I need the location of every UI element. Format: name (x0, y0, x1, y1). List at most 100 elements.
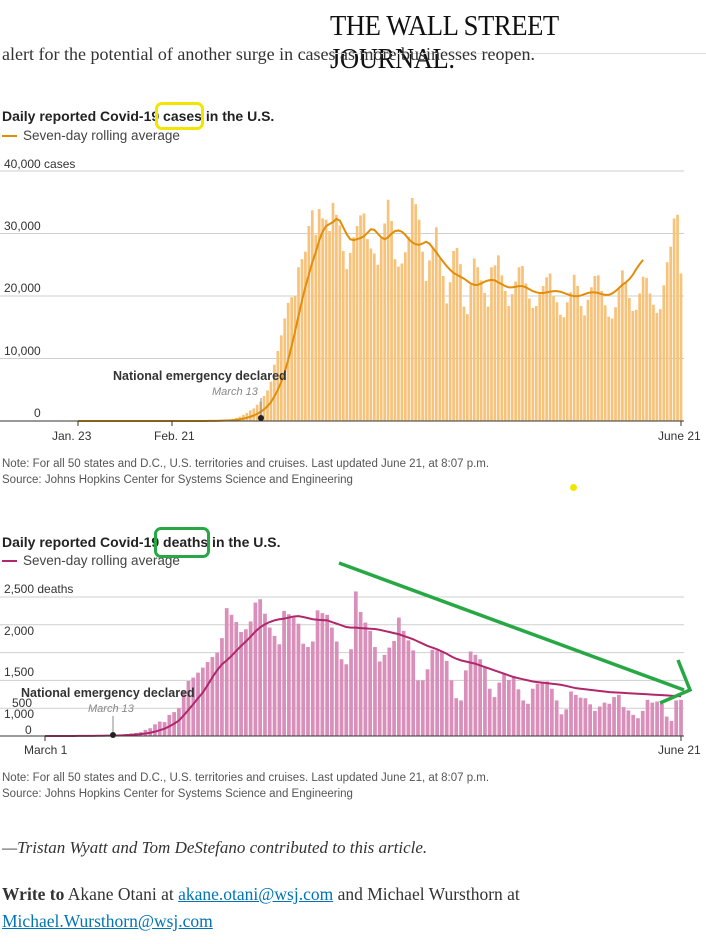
deaths-bar-36 (215, 652, 220, 736)
cases-bar-63 (293, 296, 297, 421)
deaths-bar-48 (272, 635, 277, 736)
deaths-bar-92 (483, 667, 487, 736)
deaths-legend-label: Seven-day rolling average (23, 553, 180, 568)
deaths-legend: Seven-day rolling average (2, 553, 180, 568)
deaths-bar-71 (382, 654, 387, 736)
deaths-x-tick-june21: June 21 (658, 743, 701, 757)
deaths-note-line: Note: For all 50 states and D.C., U.S. t… (2, 772, 490, 784)
deaths-annotation-dot (110, 732, 116, 738)
intro-paragraph: alert for the potential of another surge… (2, 44, 535, 64)
deaths-bar-70 (377, 661, 382, 736)
deaths-bar-65 (353, 591, 358, 736)
deaths-bar-100 (521, 700, 526, 736)
cases-bar-123 (500, 275, 504, 422)
deaths-bar-112 (578, 697, 583, 736)
deaths-bar-32 (196, 672, 200, 736)
cases-bar-89 (383, 223, 387, 421)
deaths-bar-83 (440, 650, 444, 736)
cases-bar-128 (517, 267, 521, 421)
deaths-bar-96 (502, 673, 506, 736)
cases-bar-117 (479, 280, 483, 422)
deaths-bar-89 (468, 651, 473, 736)
deaths-bar-98 (511, 675, 516, 736)
cases-bar-138 (552, 296, 555, 421)
deaths-bar-73 (392, 640, 396, 736)
deaths-chart: 2,500 deaths 2,000 1,500 1,000 500 0 Mar… (0, 582, 701, 757)
cases-bar-94 (400, 263, 404, 421)
deaths-bar-125 (640, 710, 645, 736)
cases-bar-111 (459, 264, 462, 422)
email-link-akane[interactable]: akane.otani@wsj.com (178, 884, 334, 904)
cases-bar-104 (435, 227, 438, 421)
cases-bar-105 (438, 258, 442, 421)
cases-note: Note: For all 50 states and D.C., U.S. t… (2, 456, 489, 488)
cases-bar-115 (472, 258, 476, 421)
cases-bar-150 (593, 276, 597, 421)
cases-bar-106 (441, 276, 445, 421)
cases-bars (76, 197, 683, 422)
cases-bar-125 (507, 306, 511, 421)
deaths-bar-35 (210, 657, 215, 736)
deaths-bar-29 (181, 690, 186, 736)
cases-bar-156 (614, 307, 617, 421)
cases-bar-103 (431, 247, 435, 421)
deaths-bar-24 (157, 721, 162, 736)
deaths-bar-131 (669, 720, 674, 736)
cases-legend-label: Seven-day rolling average (23, 128, 180, 143)
downward-trend-arrow (338, 561, 685, 692)
deaths-bar-88 (463, 670, 468, 736)
cases-bar-77 (341, 251, 345, 421)
cases-chart-title: Daily reported Covid-19 cases in the U.S… (2, 108, 275, 124)
cases-bar-69 (314, 234, 318, 421)
trend-arrow-head (659, 659, 693, 705)
deaths-bar-114 (588, 704, 593, 736)
deaths-bar-66 (358, 612, 363, 736)
deaths-bar-110 (569, 691, 573, 736)
cases-bar-57 (273, 364, 276, 421)
deaths-bar-62 (339, 659, 344, 736)
deaths-bar-31 (191, 677, 196, 736)
cases-bar-151 (596, 275, 600, 422)
cases-source-line: Source: Johns Hopkins Center for Systems… (2, 474, 353, 486)
deaths-bar-109 (564, 709, 569, 736)
deaths-bars (43, 591, 683, 736)
cases-x-tick-june21: June 21 (658, 429, 701, 443)
cases-bar-134 (538, 294, 542, 422)
cases-bar-122 (497, 255, 500, 422)
deaths-bar-77 (411, 650, 416, 736)
deaths-bar-47 (267, 627, 272, 736)
deaths-bar-55 (306, 647, 310, 736)
deaths-bar-69 (373, 647, 377, 736)
cases-bar-118 (483, 292, 486, 422)
cases-y-tick-30000: 30,000 (4, 219, 41, 233)
cases-y-tick-20000: 20,000 (4, 281, 41, 295)
deaths-y-tick-500: 500 (12, 696, 32, 710)
cases-bar-132 (531, 307, 535, 422)
cases-bar-141 (562, 317, 566, 421)
deaths-bar-81 (430, 649, 435, 736)
deaths-bar-82 (435, 650, 439, 736)
cases-bar-161 (631, 311, 635, 421)
cases-bar-98 (414, 204, 418, 422)
cases-bar-65 (300, 259, 304, 422)
deaths-bar-85 (449, 680, 454, 736)
cases-bar-133 (534, 306, 538, 421)
cases-bar-155 (610, 318, 614, 421)
cases-y-tick-0: 0 (34, 406, 41, 420)
cases-bar-142 (565, 302, 569, 421)
cases-annotation-label: National emergency declared (113, 369, 287, 383)
deaths-bar-127 (650, 702, 655, 736)
deaths-rolling-average-line (45, 615, 682, 737)
deaths-bar-113 (583, 698, 588, 736)
cases-bar-100 (421, 251, 424, 422)
cases-bar-158 (621, 270, 624, 422)
cases-legend: Seven-day rolling average (2, 128, 180, 143)
deaths-bar-123 (631, 714, 636, 736)
deaths-bar-67 (363, 622, 368, 736)
masthead-logo: THE WALL STREET JOURNAL. (330, 10, 559, 75)
cases-bar-163 (638, 293, 641, 421)
email-link-michael[interactable]: Michael.Wursthorn@wsj.com (2, 911, 213, 931)
deaths-bar-49 (277, 644, 282, 736)
cases-bar-78 (345, 269, 349, 422)
